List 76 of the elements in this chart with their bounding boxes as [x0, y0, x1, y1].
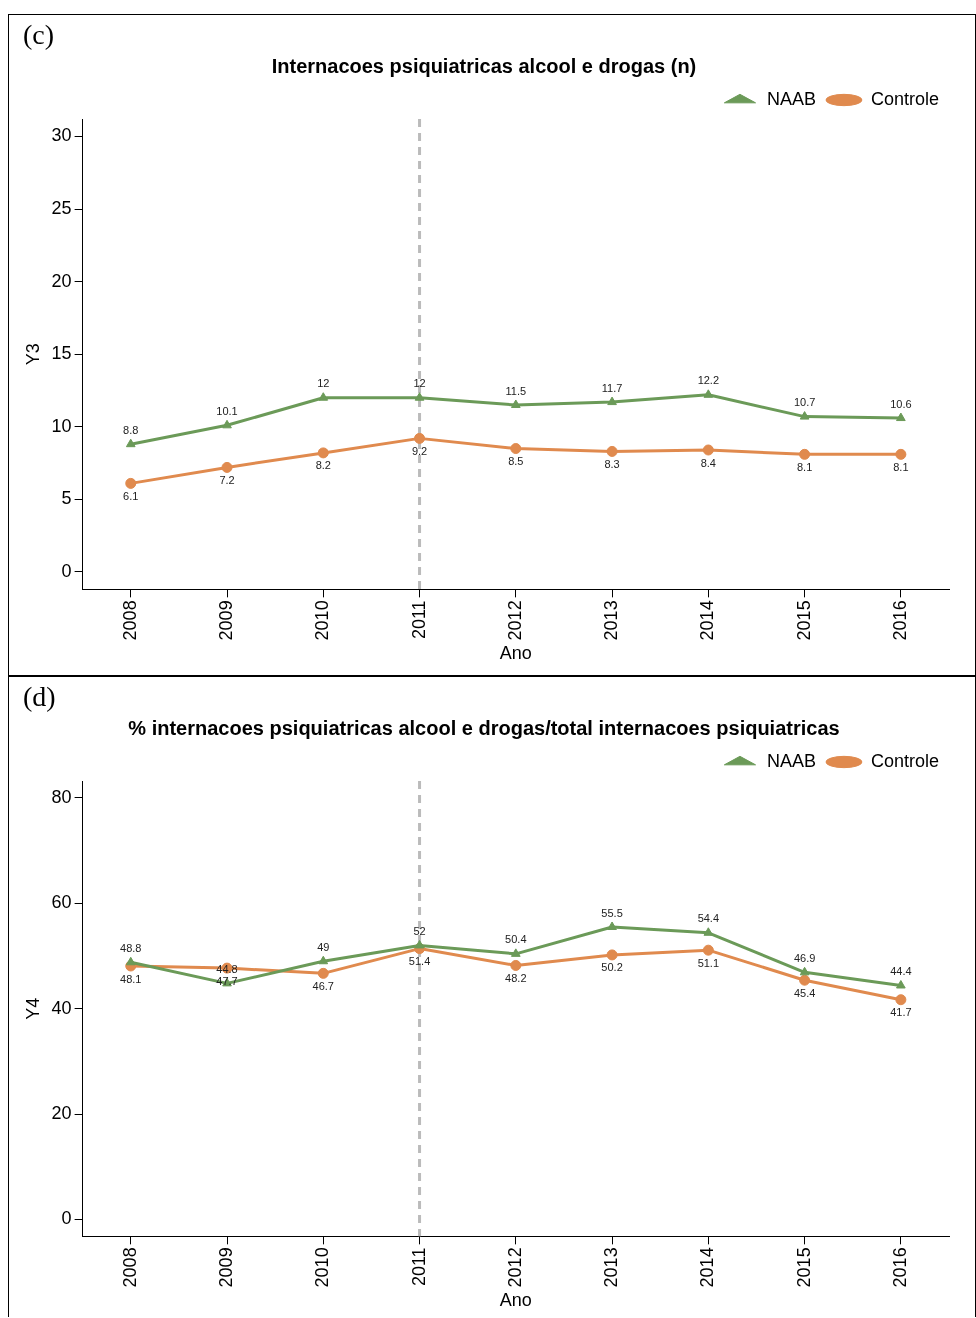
data-label: 54.4	[697, 912, 720, 925]
x-tick-label: 2011	[408, 600, 429, 640]
y-tick-label: 60	[51, 892, 72, 913]
data-label: 48.8	[120, 941, 142, 954]
data-label: 11.7	[601, 381, 623, 394]
text: (c)	[23, 19, 55, 51]
data-label: 8.2	[315, 459, 331, 472]
x-tick-label: 2014	[697, 1247, 718, 1288]
data-label: 11.5	[505, 384, 527, 397]
data-label: 6.1	[123, 489, 139, 502]
data-label: 55.5	[601, 906, 623, 919]
x-tick-label: 2013	[601, 600, 622, 641]
x-tick-label: 2012	[504, 600, 525, 641]
data-label: 51.1	[697, 956, 720, 969]
x-axis-title: Ano	[499, 1290, 532, 1311]
data-label: 10.6	[890, 397, 912, 410]
data-label: 10.1	[216, 404, 238, 417]
data-label: 46.7	[312, 979, 334, 992]
chart-title: Internacoes psiquiatricas alcool e drogas (n)	[271, 54, 697, 77]
y-tick-label: 15	[51, 343, 72, 364]
x-tick-label: 2015	[793, 600, 814, 641]
data-label: 8.8	[123, 423, 139, 436]
x-tick-label: 2009	[215, 1247, 236, 1288]
y-tick-label: 5	[61, 488, 72, 509]
y-tick-label: 20	[51, 1103, 72, 1124]
x-tick-label: 2011	[408, 1247, 429, 1287]
x-tick-label: 2015	[793, 1247, 814, 1288]
x-tick-label: 2013	[601, 1247, 622, 1288]
y-tick-label: 0	[61, 560, 72, 581]
y-tick-label: 80	[51, 786, 72, 807]
x-axis-title: Ano	[499, 643, 532, 664]
data-label: 41.7	[890, 1006, 912, 1019]
text: (d)	[23, 681, 56, 713]
y-tick-label: 20	[51, 270, 72, 291]
data-label: 51.4	[408, 955, 431, 968]
x-tick-label: 2009	[215, 600, 236, 641]
data-label: 48.2	[505, 971, 527, 984]
data-label: 8.1	[893, 460, 909, 473]
data-label: 49	[317, 940, 330, 953]
data-label: 9.2	[411, 444, 428, 457]
legend-label: NAAB	[766, 88, 816, 109]
data-label: 12	[317, 377, 330, 390]
y-axis-title: Y4	[22, 997, 43, 1020]
data-label: 50.4	[505, 933, 527, 946]
data-label: 8.5	[508, 455, 524, 468]
x-tick-label: 2014	[697, 600, 718, 641]
data-label: 10.7	[793, 396, 816, 409]
data-label: 8.4	[700, 456, 716, 469]
x-tick-label: 2016	[889, 1247, 910, 1288]
legend-label: Controle	[870, 750, 940, 771]
x-tick-label: 2010	[312, 1247, 333, 1288]
x-tick-label: 2016	[889, 600, 910, 641]
chart-title: % internacoes psiquiatricas alcool e drogas/total internacoes psiquiatricas	[128, 716, 840, 739]
x-tick-label: 2008	[119, 600, 140, 641]
y-tick-label: 25	[51, 197, 72, 218]
x-tick-label: 2012	[504, 1247, 525, 1288]
data-label: 12	[413, 377, 426, 390]
y-tick-label: 0	[61, 1208, 72, 1229]
data-label: 48.1	[120, 972, 142, 985]
data-label: 46.9	[793, 951, 816, 964]
data-label: 8.3	[604, 457, 620, 470]
data-label: 12.2	[697, 374, 720, 387]
y-tick-label: 10	[51, 415, 72, 436]
data-label: 45.4	[793, 986, 816, 999]
y-tick-label: 30	[51, 125, 72, 146]
legend-label: Controle	[870, 88, 940, 109]
data-label: 7.2	[219, 473, 235, 486]
data-label: 8.1	[796, 460, 813, 473]
y-axis-title: Y3	[22, 343, 43, 366]
x-tick-label: 2008	[119, 1247, 140, 1288]
x-tick-label: 2010	[312, 600, 333, 641]
data-label: 44.4	[890, 965, 912, 978]
legend-label: NAAB	[766, 750, 816, 771]
data-label: 52	[413, 924, 426, 937]
data-label: 50.2	[601, 961, 623, 974]
y-tick-label: 40	[51, 997, 72, 1018]
